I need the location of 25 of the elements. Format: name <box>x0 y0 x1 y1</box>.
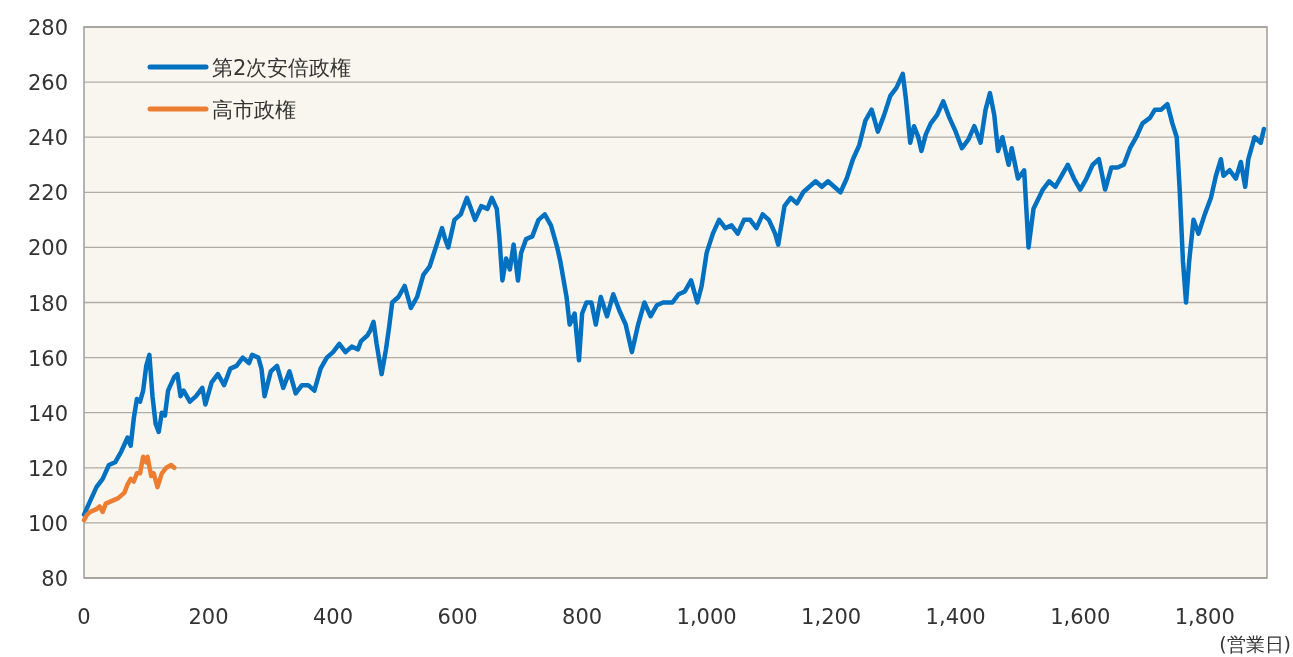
x-tick-label: 800 <box>562 605 603 629</box>
x-tick-label: 0 <box>77 605 91 629</box>
y-tick-label: 260 <box>27 71 68 96</box>
y-tick-label: 120 <box>27 456 68 481</box>
x-tick-label: 1,200 <box>801 605 862 629</box>
x-tick-label: 600 <box>437 605 478 629</box>
legend-label: 高市政権 <box>212 98 296 122</box>
x-tick-label: 1,600 <box>1050 605 1111 629</box>
y-tick-label: 160 <box>27 346 68 371</box>
x-tick-label: 400 <box>313 605 354 629</box>
y-tick-label: 240 <box>27 126 68 151</box>
x-tick-label: 200 <box>188 605 229 629</box>
line-series <box>81 454 177 523</box>
x-tick-label: 1,800 <box>1174 605 1235 629</box>
y-tick-label: 220 <box>27 181 68 206</box>
y-tick-label: 280 <box>27 16 68 40</box>
x-axis-title: (営業日) <box>1219 633 1291 655</box>
y-tick-label: 80 <box>41 567 68 591</box>
y-tick-label: 200 <box>27 236 68 261</box>
y-tick-label: 180 <box>27 291 68 316</box>
x-tick-label: 1,400 <box>925 605 986 629</box>
y-tick-label: 140 <box>27 401 68 426</box>
legend-label: 第2次安倍政権 <box>212 56 352 80</box>
x-tick-label: 1,000 <box>676 605 737 629</box>
y-tick-label: 100 <box>27 511 68 536</box>
